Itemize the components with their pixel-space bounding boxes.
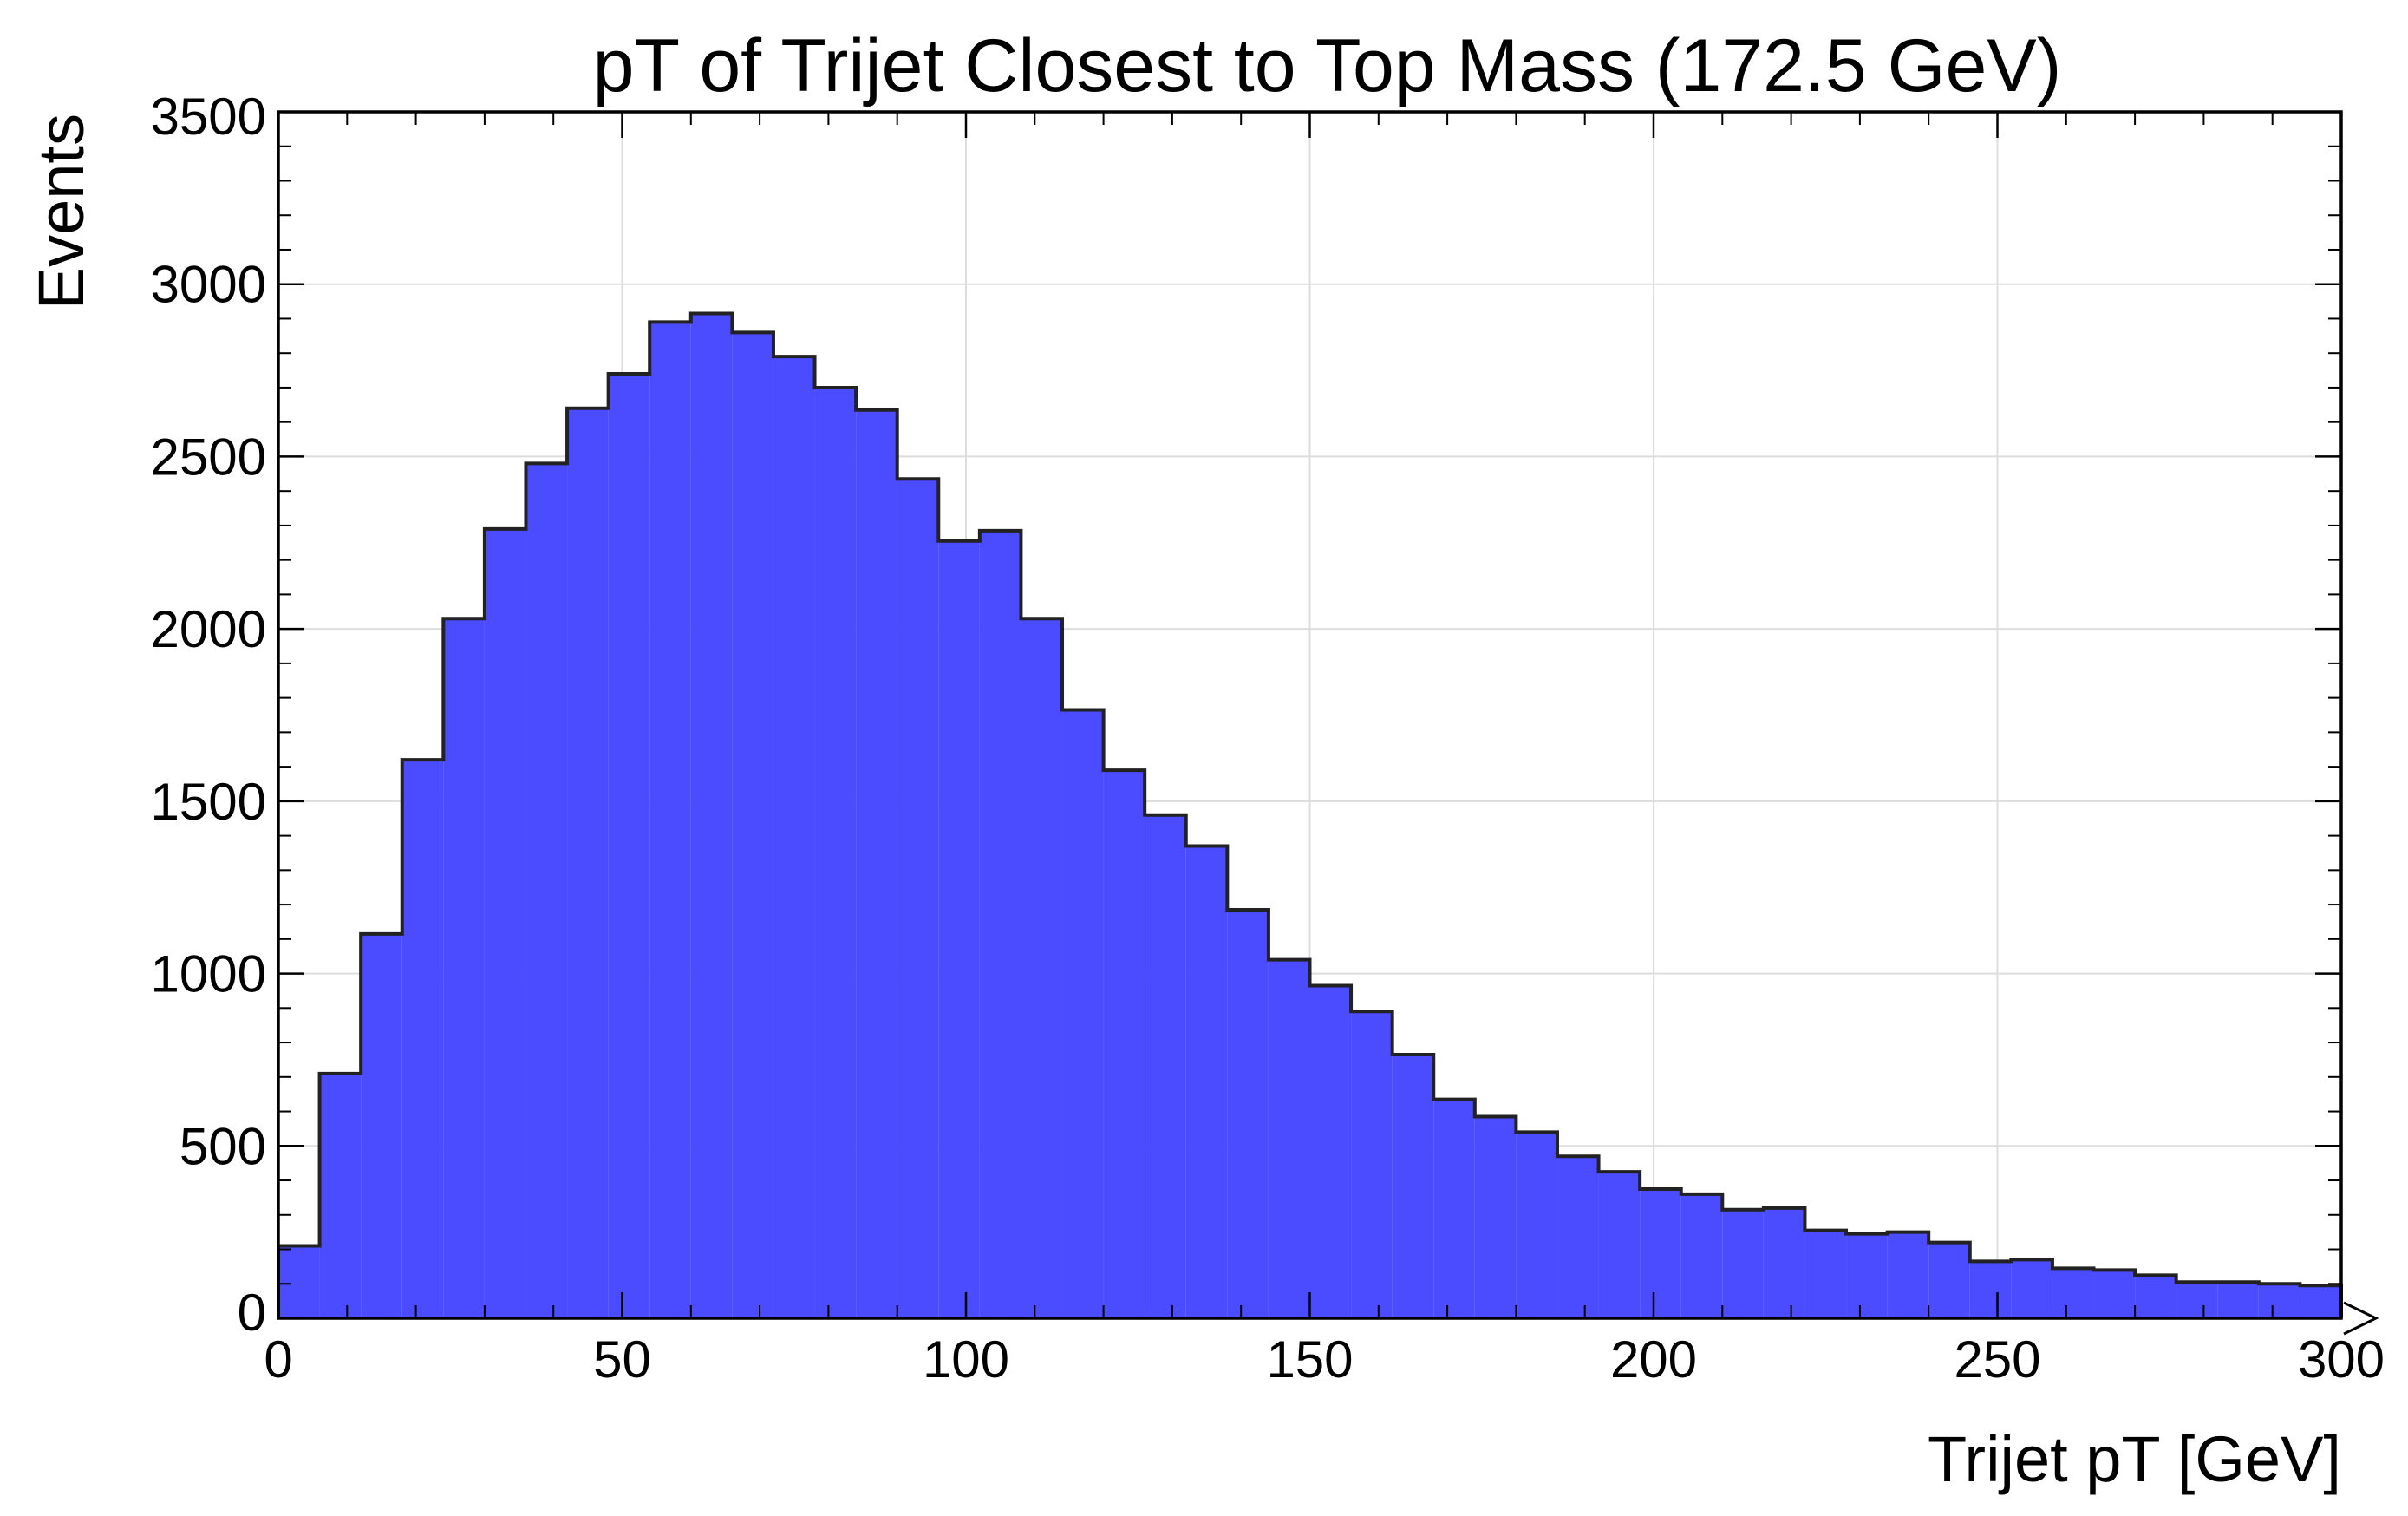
histogram-bar — [484, 528, 526, 1318]
histogram-bar — [401, 760, 444, 1318]
histogram-bar — [2258, 1284, 2300, 1318]
x-tick-label: 50 — [593, 1330, 651, 1389]
histogram-bar — [361, 933, 402, 1318]
x-tick-label: 100 — [923, 1330, 1009, 1389]
histogram-bar — [1268, 959, 1310, 1318]
histogram-bar — [1309, 985, 1352, 1318]
histogram-bar — [1928, 1242, 1970, 1318]
histogram-bar — [1021, 618, 1063, 1318]
histogram-bar — [1103, 770, 1145, 1318]
y-tick-label: 2500 — [151, 428, 266, 486]
histogram-bar — [938, 540, 980, 1318]
histogram-bar — [2093, 1270, 2136, 1318]
x-tick-label: 0 — [264, 1330, 292, 1389]
axis-ticks — [277, 110, 2343, 1320]
histogram-bar — [1556, 1156, 1599, 1318]
y-tick-label: 0 — [238, 1284, 266, 1342]
y-tick-label: 500 — [179, 1117, 266, 1175]
histogram-bar — [690, 313, 733, 1318]
y-tick-label: 3000 — [151, 256, 266, 314]
histogram-bar — [1474, 1116, 1517, 1318]
histogram-bar — [979, 530, 1021, 1318]
histogram-bar — [2217, 1282, 2259, 1318]
histogram-bar — [1516, 1132, 1557, 1318]
y-axis-label: Events — [25, 114, 97, 310]
histogram-bars — [278, 313, 2341, 1319]
histogram-bar — [814, 387, 857, 1318]
tick-labels: 0 50 100 150 200 250 3000500100015002000250030… — [151, 88, 2385, 1389]
histogram-bar — [319, 1073, 362, 1318]
chart-title: pT of Trijet Closest to Top Mass (172.5 … — [593, 24, 2062, 108]
histogram-bar — [2011, 1259, 2052, 1318]
histogram-bar — [1969, 1261, 2012, 1318]
y-tick-label: 1000 — [151, 945, 266, 1003]
y-tick-label: 2000 — [151, 600, 266, 658]
histogram-bar — [1145, 814, 1186, 1318]
histogram-outline — [277, 311, 2343, 1318]
histogram-bar — [1640, 1188, 1681, 1318]
histogram-bar — [1227, 910, 1269, 1318]
histogram-bar — [2135, 1275, 2176, 1318]
histogram-bar — [649, 322, 691, 1319]
x-axis-label: Trijet pT [GeV] — [1928, 1423, 2341, 1495]
x-axis-overflow-arrow — [2343, 1301, 2379, 1336]
histogram-bar — [856, 409, 897, 1318]
histogram-bar — [1062, 709, 1104, 1318]
x-tick-label: 150 — [1266, 1330, 1353, 1389]
histogram-bar — [2176, 1282, 2218, 1318]
histogram-bar — [278, 1245, 320, 1318]
y-tick-label: 3500 — [151, 88, 266, 146]
histogram-bar — [1185, 846, 1228, 1318]
histogram-bar — [1598, 1172, 1641, 1318]
histogram-bar — [443, 618, 485, 1318]
histogram-bar — [773, 356, 815, 1318]
histogram-bar — [567, 408, 609, 1318]
histogram-bar — [608, 374, 650, 1319]
histogram-bar — [732, 332, 773, 1319]
histogram-bar — [2300, 1285, 2341, 1318]
histogram-bar — [1351, 1011, 1393, 1318]
x-tick-label: 300 — [2298, 1330, 2385, 1389]
histogram-bar — [1433, 1099, 1475, 1318]
histogram-bar — [1763, 1207, 1805, 1318]
x-tick-label: 200 — [1610, 1330, 1697, 1389]
histogram-bar — [1804, 1230, 1847, 1318]
histogram-bar — [2052, 1268, 2094, 1318]
histogram-bar — [1392, 1054, 1434, 1318]
y-tick-label: 1500 — [151, 773, 266, 831]
histogram-bar — [1846, 1233, 1888, 1318]
histogram-bar — [1680, 1193, 1723, 1318]
histogram-bar — [525, 463, 568, 1318]
histogram-bar — [1887, 1232, 1929, 1318]
histogram-bar — [897, 479, 939, 1318]
x-tick-label: 250 — [1954, 1330, 2040, 1389]
histogram-bar — [1722, 1209, 1764, 1318]
